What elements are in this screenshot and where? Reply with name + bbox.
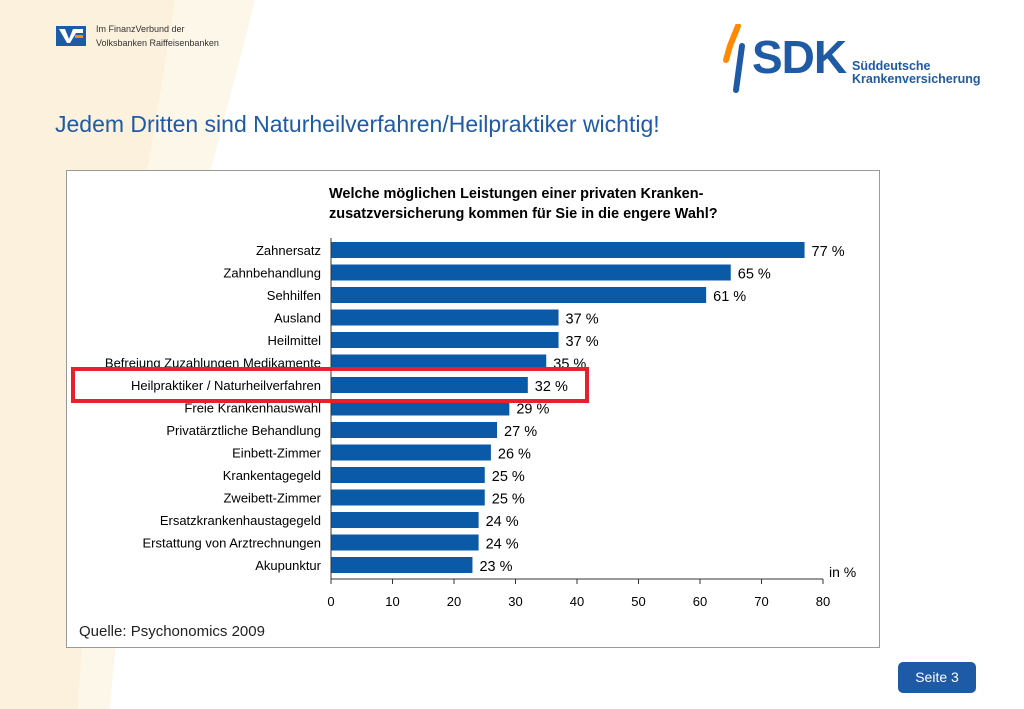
category-label-ausland: Ausland (274, 311, 321, 326)
bar-ersatzkrankenhaustagegeld (331, 512, 479, 528)
category-label-akupunktur: Akupunktur (255, 558, 321, 573)
category-label-zahnersatz: Zahnersatz (256, 243, 321, 258)
bars-group: Zahnersatz 77 % Zahnbehandlung 65 % Sehhilfe… (105, 242, 845, 575)
bar-krankentagegeld (331, 467, 485, 483)
bar-sehhilfen (331, 287, 707, 303)
bar-privatärztliche-behandlung (331, 422, 498, 438)
value-label-erstattung-von-arztrechnungen: 24 % (486, 537, 519, 553)
category-label-befreiung-zuzahlungen-medikamente: Befreiung Zuzahlungen Medikamente (105, 356, 321, 371)
vr-line-2: Volksbanken Raiffeisenbanken (96, 38, 219, 48)
bar-befreiung-zuzahlungen-medikamente (331, 354, 547, 371)
sdk-logo-icon (723, 24, 745, 93)
category-label-einbett-zimmer: Einbett-Zimmer (232, 446, 322, 461)
value-label-heilmittel: 37 % (566, 334, 599, 350)
bar-erstattung-von-arztrechnungen (331, 534, 479, 551)
bar-zahnersatz (331, 242, 805, 258)
chart-title-line-1: Welche möglichen Leistungen einer privat… (329, 186, 704, 202)
x-tick-label: 30 (508, 594, 522, 609)
value-label-sehhilfen: 61 % (713, 289, 746, 305)
category-label-freie-krankenhauswahl: Freie Krankenhauswahl (184, 401, 321, 416)
page-number-button[interactable]: Seite 3 (898, 662, 976, 693)
chart-title-line-2: zusatzversicherung kommen für Sie in die… (329, 206, 718, 222)
sdk-subtitle-2: Krankenversicherung (852, 72, 981, 86)
bar-chart: Welche möglichen Leistungen einer privat… (71, 186, 856, 640)
bar-zweibett-zimmer (331, 489, 485, 506)
category-label-krankentagegeld: Krankentagegeld (223, 468, 321, 483)
value-label-zahnbehandlung: 65 % (738, 267, 771, 283)
bar-freie-krankenhauswahl (331, 399, 510, 416)
chart-frame: Welche möglichen Leistungen einer privat… (66, 170, 880, 648)
value-label-zahnersatz: 77 % (812, 244, 845, 260)
bar-heilmittel (331, 332, 559, 348)
sdk-wordmark: SDK (752, 31, 847, 83)
x-tick-label: 80 (816, 594, 830, 609)
category-label-privatärztliche-behandlung: Privatärztliche Behandlung (166, 423, 321, 438)
value-label-heilpraktiker-naturheilverfahren: 32 % (535, 379, 568, 395)
category-label-heilpraktiker-naturheilverfahren: Heilpraktiker / Naturheilverfahren (131, 378, 321, 393)
vr-line-1: Im FinanzVerbund der (96, 24, 185, 34)
vr-bank-logo-icon (56, 26, 86, 46)
sdk-subtitle-1: Süddeutsche (852, 59, 931, 73)
value-label-freie-krankenhauswahl: 29 % (516, 402, 549, 418)
bar-heilpraktiker-naturheilverfahren (331, 377, 528, 393)
category-label-erstattung-von-arztrechnungen: Erstattung von Arztrechnungen (142, 536, 321, 551)
bar-zahnbehandlung (331, 264, 731, 281)
bar-akupunktur (331, 557, 473, 573)
x-tick-label: 10 (385, 594, 399, 609)
category-label-ersatzkrankenhaustagegeld: Ersatzkrankenhaustagegeld (160, 513, 321, 528)
value-label-einbett-zimmer: 26 % (498, 447, 531, 463)
category-label-heilmittel: Heilmittel (268, 333, 322, 348)
category-label-zahnbehandlung: Zahnbehandlung (223, 266, 321, 281)
category-label-sehhilfen: Sehhilfen (267, 288, 321, 303)
x-axis-label: in % (829, 564, 856, 580)
value-label-akupunktur: 23 % (479, 559, 512, 575)
page-title: Jedem Dritten sind Naturheilverfahren/He… (55, 111, 660, 137)
highlight-box (71, 367, 589, 403)
category-label-zweibett-zimmer: Zweibett-Zimmer (223, 491, 321, 506)
source-note: Quelle: Psychonomics 2009 (79, 623, 265, 640)
x-tick-label: 70 (754, 594, 768, 609)
value-label-zweibett-zimmer: 25 % (492, 492, 525, 508)
value-label-ersatzkrankenhaustagegeld: 24 % (486, 514, 519, 530)
bar-ausland (331, 309, 559, 326)
bar-einbett-zimmer (331, 444, 491, 461)
x-tick-label: 0 (327, 594, 334, 609)
value-label-krankentagegeld: 25 % (492, 469, 525, 485)
x-tick-label: 20 (447, 594, 461, 609)
x-tick-label: 40 (570, 594, 584, 609)
value-label-ausland: 37 % (566, 312, 599, 328)
x-axis: 0 10 20 30 40 50 60 70 80 (327, 238, 830, 609)
x-tick-label: 60 (693, 594, 707, 609)
value-label-privatärztliche-behandlung: 27 % (504, 424, 537, 440)
x-tick-label: 50 (631, 594, 645, 609)
